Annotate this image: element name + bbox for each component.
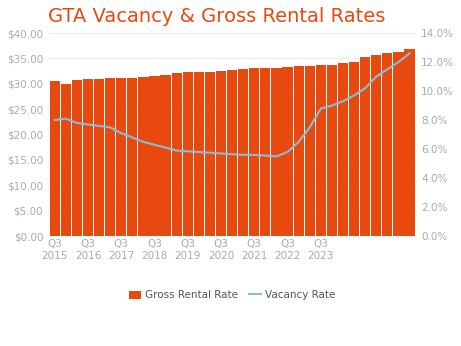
Bar [371,55,381,236]
Bar [393,52,403,236]
Bar [238,69,248,236]
Legend: Gross Rental Rate, Vacancy Rate: Gross Rental Rate, Vacancy Rate [124,286,340,304]
Text: GTA Vacancy & Gross Rental Rates: GTA Vacancy & Gross Rental Rates [48,7,385,26]
Bar [72,80,82,236]
Bar [50,81,60,236]
Bar [327,65,337,236]
Bar [116,78,126,236]
Bar [171,73,182,236]
Bar [404,49,414,236]
Bar [382,53,392,236]
Bar [83,79,93,236]
Bar [249,67,260,236]
Bar [127,78,137,236]
Bar [105,78,115,236]
Bar [160,75,171,236]
Bar [360,57,370,236]
Bar [216,71,226,236]
Bar [194,72,204,236]
Bar [183,72,193,236]
Bar [283,67,293,236]
Bar [305,66,315,236]
Bar [61,84,71,236]
Bar [260,67,271,236]
Bar [138,77,148,236]
Bar [349,62,359,236]
Bar [272,67,282,236]
Bar [94,79,104,236]
Bar [149,76,160,236]
Bar [316,65,326,236]
Bar [227,70,237,236]
Bar [294,66,304,236]
Bar [338,63,348,236]
Bar [205,72,215,236]
